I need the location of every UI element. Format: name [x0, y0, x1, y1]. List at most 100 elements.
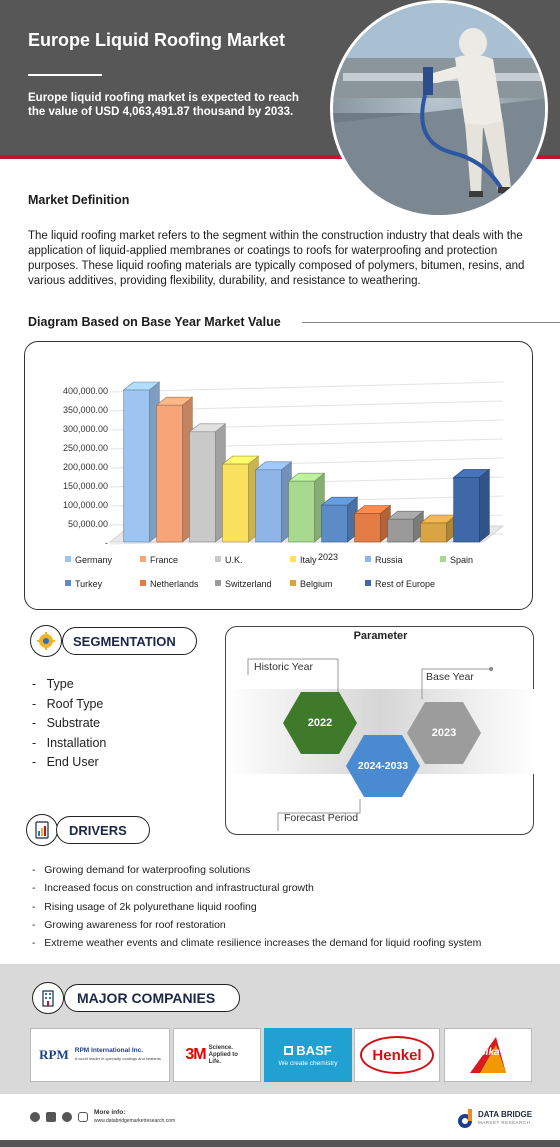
legend-label: Russia — [375, 555, 403, 565]
legend-label: France — [150, 555, 178, 565]
legend-swatch — [215, 580, 221, 586]
more-info-label: More info: — [94, 1109, 126, 1116]
market-definition-heading: Market Definition — [28, 193, 130, 207]
segmentation-badge — [30, 625, 62, 657]
legend-swatch — [215, 556, 221, 562]
bar-side — [479, 468, 490, 543]
bar — [420, 522, 447, 543]
parameter-panel: Parameter Historic Year 2022 Base Year 2… — [225, 626, 535, 835]
legend-swatch — [140, 556, 146, 562]
y-tick-label: 300,000.00 — [63, 424, 108, 434]
sika-logo: Sika — [444, 1028, 532, 1082]
bar — [354, 513, 381, 543]
parameter-title: Parameter — [353, 630, 408, 642]
historic-hexagon — [283, 692, 357, 754]
parameter-diagram — [226, 658, 535, 831]
historic-year-label: Historic Year — [254, 661, 313, 673]
sika-mark: Sika — [479, 1047, 500, 1058]
3m-logo: 3M Science. Applied to Life. — [173, 1028, 261, 1082]
x-axis-label: 2023 — [318, 552, 338, 562]
y-tick-label: 400,000.00 — [63, 386, 108, 396]
list-item: - Rising usage of 2k polyurethane liquid… — [32, 900, 257, 913]
legend-label: Germany — [75, 555, 113, 565]
footer-bar — [0, 1140, 560, 1147]
henkel-logo: Henkel — [354, 1028, 440, 1082]
website-link[interactable]: www.databridgemarketresearch.com — [94, 1118, 176, 1124]
header-divider — [0, 155, 560, 159]
databridge-mark-icon — [458, 1109, 472, 1128]
legend-label: Italy — [300, 555, 317, 565]
drivers-pill: DRIVERS — [56, 816, 150, 844]
legend-label: Rest of Europe — [375, 579, 435, 589]
list-item: - Type — [32, 677, 74, 691]
building-icon — [42, 990, 54, 1007]
list-item: - Roof Type — [32, 696, 104, 711]
henkel-mark: Henkel — [372, 1046, 422, 1064]
bar-chart-svg: 400,000.00 350,000.00 300,000.00 250,000.00… — [63, 381, 505, 589]
base-year-value: 2023 — [431, 727, 457, 739]
bar — [321, 504, 348, 543]
brand-subtitle: MARKET RESEARCH — [478, 1120, 531, 1125]
rpm-tagline: A world leader in specialty coatings and… — [74, 1056, 161, 1061]
legend-swatch — [365, 580, 371, 586]
legend-label: Belgium — [300, 579, 333, 589]
market-value-chart: 400,000.00 350,000.00 300,000.00 250,000.00… — [24, 341, 533, 610]
basf-square-icon — [284, 1046, 294, 1055]
legend-swatch — [65, 580, 71, 586]
forecast-period-value: 2024-2033 — [357, 760, 409, 772]
instagram-icon[interactable] — [78, 1112, 88, 1122]
legend-label: Switzerland — [225, 579, 272, 589]
legend-swatch — [440, 556, 446, 562]
social-icons — [30, 1112, 88, 1122]
facebook-icon[interactable] — [46, 1112, 56, 1122]
y-tick-label: 50,000.00 — [68, 519, 108, 529]
rpm-logo: RPM RPM International Inc. A world leade… — [30, 1028, 170, 1082]
whatsapp-icon[interactable] — [30, 1112, 40, 1122]
list-item: - Installation — [32, 735, 107, 750]
legend-swatch — [140, 580, 146, 586]
bar — [453, 477, 480, 543]
base-hexagon — [407, 702, 481, 764]
bar — [288, 480, 315, 543]
diagram-heading-line — [302, 322, 560, 323]
drivers-list: - Growing demand for waterproofing solut… — [32, 864, 481, 955]
basf-logo: BASF We create chemistry — [264, 1028, 352, 1082]
diagram-heading: Diagram Based on Base Year Market Value — [28, 315, 281, 329]
companies-badge — [32, 982, 64, 1014]
3m-tagline: Science. Applied to Life. — [208, 1044, 238, 1065]
brand-name: DATA BRIDGE — [478, 1110, 533, 1119]
list-item: - Growing awareness for roof restoration — [32, 918, 226, 931]
list-item: - Growing demand for waterproofing solut… — [32, 864, 251, 876]
page-title: Europe Liquid Roofing Market — [28, 30, 285, 50]
forecast-hexagon — [346, 735, 420, 797]
3m-mark: 3M — [185, 1046, 206, 1063]
base-year-label: Base Year — [426, 671, 474, 683]
y-tick-label: 100,000.00 — [63, 500, 108, 510]
rpm-mark: RPM — [39, 1047, 69, 1062]
legend-label: U.K. — [225, 555, 243, 565]
legend-label: Netherlands — [150, 579, 199, 589]
document-chart-icon — [35, 821, 49, 839]
legend-swatch — [65, 556, 71, 562]
major-companies-pill: MAJOR COMPANIES — [64, 984, 240, 1012]
y-tick-label: 150,000.00 — [63, 481, 108, 491]
segmentation-list: - Type - Roof Type - Substrate - Install… — [32, 677, 106, 775]
legend-swatch — [290, 580, 296, 586]
basf-tagline: We create chemistry — [278, 1060, 338, 1067]
drivers-badge — [26, 814, 58, 846]
bar — [123, 389, 150, 543]
legend-label: Turkey — [75, 579, 103, 589]
gridline — [109, 381, 504, 393]
bar — [156, 404, 183, 543]
y-tick-label: 250,000.00 — [63, 443, 108, 453]
legend-label: Spain — [450, 555, 473, 565]
list-item: - Increased focus on construction and in… — [32, 882, 314, 895]
list-item: - Extreme weather events and climate res… — [32, 937, 482, 950]
twitter-icon[interactable] — [62, 1112, 72, 1122]
bar — [387, 518, 414, 543]
gear-icon — [37, 632, 55, 650]
title-underline — [28, 74, 102, 76]
bar — [189, 431, 216, 543]
rpm-name: RPM International Inc. — [74, 1047, 144, 1054]
hero-worker-photo — [330, 0, 548, 218]
